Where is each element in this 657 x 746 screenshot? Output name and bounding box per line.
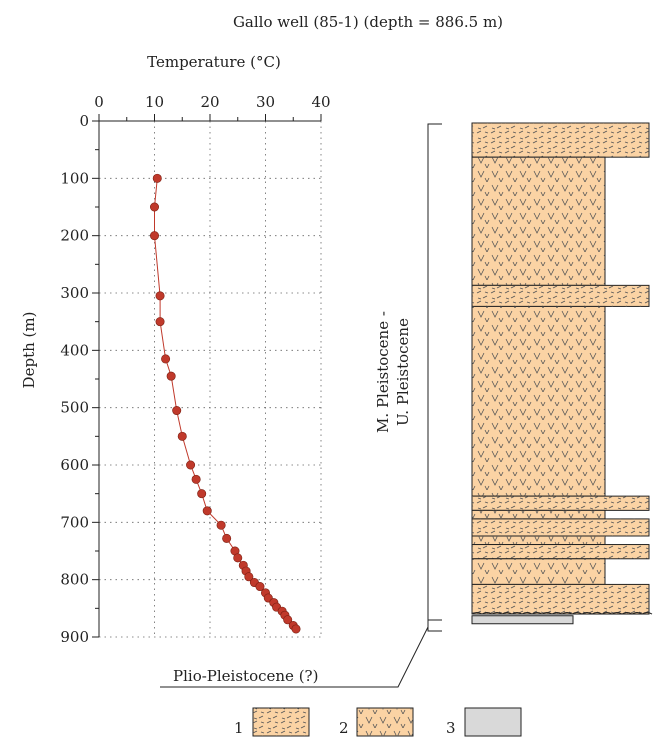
series-line-0	[154, 178, 297, 630]
y-tick-label-200: 200	[60, 227, 89, 245]
layer-hatch-4	[472, 496, 649, 511]
basal-bracket	[427, 619, 442, 632]
layer-hatch-5	[472, 510, 605, 519]
layer-hatch-10	[472, 584, 649, 615]
y-tick-label-400: 400	[60, 341, 89, 359]
legend: 1 2 3	[234, 707, 522, 737]
stratigraphic-column	[471, 122, 653, 625]
data-point	[255, 582, 265, 592]
layer-11	[471, 615, 574, 625]
layer-hatch-6	[472, 518, 649, 537]
y-tick-label-300: 300	[60, 284, 89, 302]
layer-hatch-7	[472, 536, 605, 545]
x-tick-label-30: 30	[256, 93, 275, 111]
legend-swatch-3	[464, 707, 522, 737]
y-tick-label-100: 100	[60, 169, 89, 187]
layer-hatch-1	[472, 157, 605, 286]
data-point	[172, 406, 182, 416]
layer-hatch-8	[472, 544, 649, 559]
y-tick-label-900: 900	[60, 628, 89, 646]
data-point	[216, 520, 226, 530]
figure-title: Gallo well (85-1) (depth = 886.5 m)	[233, 13, 503, 31]
data-point	[222, 533, 232, 543]
data-point	[186, 460, 196, 470]
data-point	[291, 624, 301, 634]
y-tick-label-600: 600	[60, 456, 89, 474]
data-point	[191, 474, 201, 484]
data-point	[177, 431, 187, 441]
y-axis-label: Depth (m)	[20, 312, 38, 389]
temperature-series	[150, 173, 301, 634]
data-point	[155, 291, 165, 301]
layer-hatch-9	[472, 558, 605, 585]
grid	[99, 121, 322, 638]
basal-leader-line	[160, 626, 429, 688]
formation-label-line1: M. Pleistocene -	[374, 311, 392, 433]
legend-swatch-2-hatch	[357, 708, 413, 736]
layer-hatch-3	[472, 306, 605, 497]
x-tick-label-40: 40	[311, 93, 330, 111]
data-point	[155, 317, 165, 327]
data-point	[150, 202, 160, 212]
data-point	[197, 489, 207, 499]
data-point	[166, 371, 176, 381]
x-tick-label-10: 10	[145, 93, 164, 111]
basal-unit-label: Plio-Pleistocene (?)	[173, 667, 318, 685]
data-point	[283, 615, 293, 625]
data-point	[152, 173, 162, 183]
x-tick-label-20: 20	[200, 93, 219, 111]
legend-swatch-1-hatch	[253, 708, 309, 736]
axes	[92, 114, 322, 638]
legend-number-2: 2	[339, 719, 349, 737]
data-point	[161, 354, 171, 364]
y-tick-label-800: 800	[60, 571, 89, 589]
legend-number-3: 3	[446, 719, 456, 737]
data-point	[150, 231, 160, 241]
data-point	[233, 553, 243, 563]
layer-hatch-0	[472, 123, 649, 158]
y-tick-label-0: 0	[79, 112, 89, 130]
unconformity-line	[471, 612, 653, 615]
formation-bracket	[427, 123, 442, 621]
y-tick-label-700: 700	[60, 513, 89, 531]
data-point	[202, 506, 212, 516]
legend-number-1: 1	[234, 719, 244, 737]
x-axis-label: Temperature (°C)	[147, 53, 281, 71]
y-tick-label-500: 500	[60, 399, 89, 417]
x-tick-label-0: 0	[94, 93, 104, 111]
formation-label-line2: U. Pleistocene	[394, 318, 412, 426]
layer-hatch-2	[472, 285, 649, 307]
data-point	[244, 572, 254, 582]
